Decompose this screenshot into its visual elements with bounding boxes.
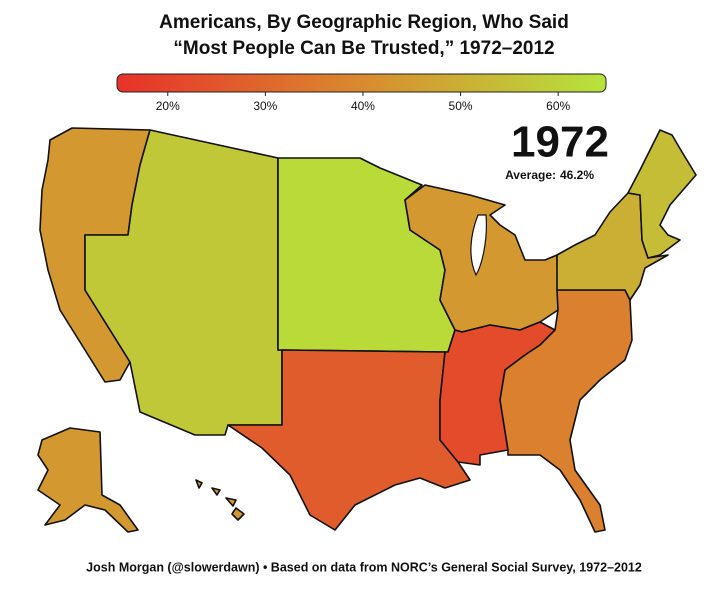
regions <box>37 127 697 533</box>
footer: Josh Morgan (@slowerdawn) • Based on dat… <box>86 560 642 574</box>
region <box>627 129 697 259</box>
region <box>195 479 245 521</box>
scale-tick-label: 30% <box>253 99 277 113</box>
average-value: 46.2% <box>560 168 594 182</box>
year: 1972 <box>511 118 609 167</box>
scale-tick-label: 60% <box>546 99 570 113</box>
title: “Most People Can Be Trusted,” 1972–2012 <box>173 38 554 59</box>
scale-tick-label: 50% <box>449 99 473 113</box>
lake-michigan <box>470 214 487 277</box>
scale-tick-label: 40% <box>351 99 375 113</box>
scale-tick-label: 20% <box>156 99 180 113</box>
average-label: Average: <box>505 168 556 182</box>
title: Americans, By Geographic Region, Who Sai… <box>159 12 569 33</box>
color-scale <box>116 73 607 93</box>
region <box>37 427 139 533</box>
